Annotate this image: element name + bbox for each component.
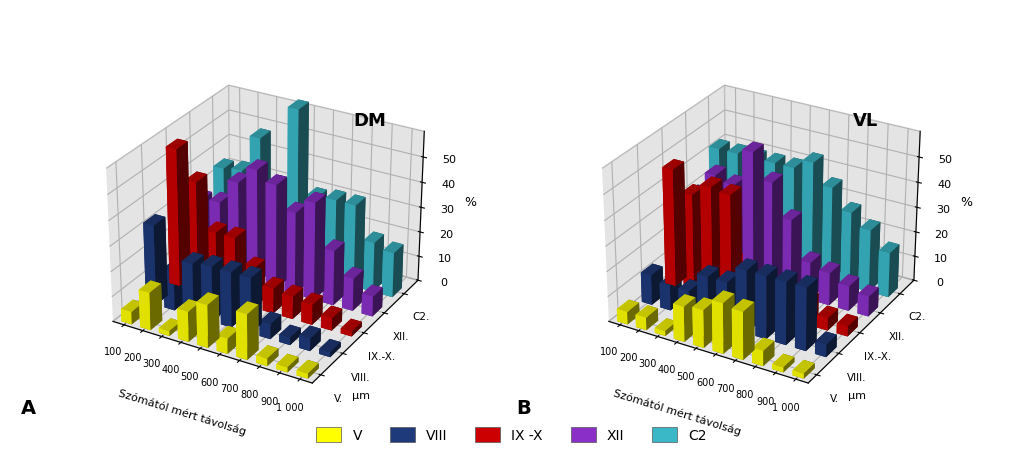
- Text: B: B: [517, 398, 531, 417]
- Text: VL: VL: [853, 112, 879, 130]
- X-axis label: Szómától mért távolság: Szómától mért távolság: [613, 387, 743, 437]
- Legend: V, VIII, IX -X, XII, C2: V, VIII, IX -X, XII, C2: [311, 421, 712, 448]
- X-axis label: Szómától mért távolság: Szómától mért távolság: [117, 387, 247, 437]
- Text: μm: μm: [848, 390, 866, 400]
- Text: DM: DM: [353, 112, 387, 130]
- Text: A: A: [20, 398, 36, 417]
- Text: μm: μm: [352, 390, 370, 400]
